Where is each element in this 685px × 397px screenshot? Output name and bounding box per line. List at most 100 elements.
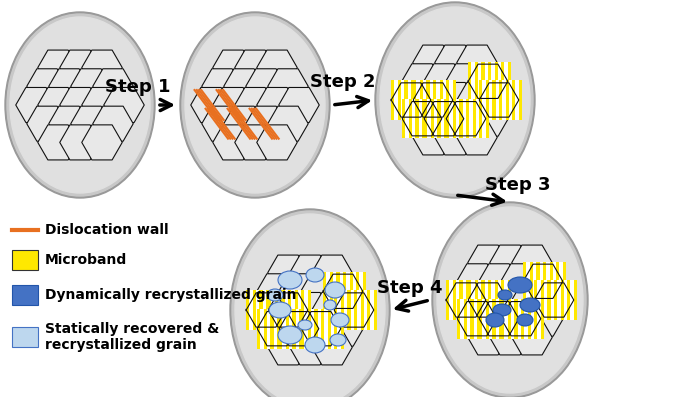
Bar [478,62,482,101]
Bar [527,262,530,301]
Bar [431,99,434,139]
Polygon shape [82,87,122,123]
Bar [282,290,286,330]
Bar [553,262,556,301]
Bar [263,290,266,330]
Ellipse shape [437,207,583,393]
Ellipse shape [185,17,325,193]
Bar [327,309,331,349]
Bar [493,299,497,339]
Polygon shape [435,45,475,80]
Bar [547,262,549,301]
Ellipse shape [182,14,328,196]
Bar [487,299,490,339]
Bar [446,280,449,320]
Ellipse shape [520,298,540,312]
Polygon shape [82,50,122,85]
Bar [491,280,495,320]
Polygon shape [501,264,541,299]
Bar [512,299,516,339]
Bar [489,80,493,120]
Bar [391,80,395,120]
Bar [523,262,527,301]
Bar [475,280,478,320]
Bar [12,250,38,270]
Bar [312,309,316,349]
Bar [563,262,566,301]
Polygon shape [312,330,352,365]
Bar [444,99,447,139]
Polygon shape [468,64,508,99]
Bar [291,290,295,330]
Bar [493,80,496,120]
Polygon shape [290,330,330,365]
Bar [460,280,462,320]
Bar [267,309,271,349]
Bar [474,299,477,339]
Bar [560,262,563,301]
Bar [409,99,412,139]
Polygon shape [390,83,432,118]
Polygon shape [334,293,374,328]
Polygon shape [92,69,134,104]
Polygon shape [512,283,552,318]
Bar [456,280,460,320]
Bar [446,80,449,120]
Bar [479,99,482,139]
Bar [514,299,518,339]
Bar [269,290,273,330]
Polygon shape [402,101,443,136]
Bar [482,280,485,320]
Ellipse shape [498,290,512,300]
Ellipse shape [493,304,511,316]
Bar [454,99,457,139]
Text: Step 1: Step 1 [105,78,171,96]
Bar [257,309,260,349]
Polygon shape [235,50,275,85]
Bar [464,99,467,139]
Bar [534,299,538,339]
Bar [486,80,489,120]
Bar [308,309,311,349]
Bar [438,99,440,139]
Ellipse shape [278,326,302,344]
Bar [438,99,442,139]
Bar [333,272,336,311]
Bar [460,99,464,139]
Polygon shape [402,64,443,99]
Polygon shape [490,320,530,355]
Polygon shape [268,69,308,104]
Bar [499,80,502,120]
Bar [296,309,299,349]
Bar [275,290,278,330]
Bar [276,290,279,330]
Bar [485,280,488,320]
Text: Dynamically recrystallized grain: Dynamically recrystallized grain [45,288,297,302]
Bar [426,80,429,120]
Bar [499,299,502,339]
Bar [504,280,508,320]
Polygon shape [246,69,286,104]
Polygon shape [457,83,497,118]
Polygon shape [435,120,475,155]
Bar [253,290,256,330]
Bar [453,80,456,120]
Bar [447,99,451,139]
Polygon shape [257,50,297,85]
Bar [453,280,456,320]
Polygon shape [512,320,552,355]
Bar [249,290,253,330]
Bar [511,299,514,339]
Bar [308,290,311,330]
Bar [423,80,426,120]
Bar [260,309,264,349]
Bar [347,290,351,330]
Bar [338,290,341,330]
Bar [279,309,282,349]
Bar [543,262,547,301]
Bar [502,299,506,339]
Bar [408,80,411,120]
Bar [531,299,534,339]
Polygon shape [290,293,330,328]
Polygon shape [92,106,134,141]
